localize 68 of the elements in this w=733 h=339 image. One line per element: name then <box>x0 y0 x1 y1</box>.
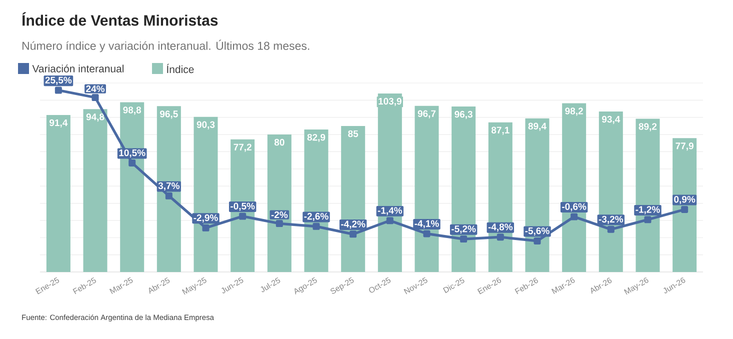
bar <box>562 103 586 272</box>
data-label: 96,5 <box>160 110 178 119</box>
point <box>534 237 541 244</box>
data-label: 94,8 <box>86 114 104 122</box>
data-label: 0,9% <box>674 196 696 204</box>
data-label: -0,5% <box>230 202 255 211</box>
data-label: 87,1 <box>491 126 510 135</box>
data-label: -1,2% <box>636 206 660 214</box>
point <box>460 236 468 243</box>
bar <box>378 93 402 272</box>
point <box>202 224 210 232</box>
legend-label: Variación interanual <box>32 64 124 72</box>
bar <box>46 114 70 272</box>
data-label: 96,3 <box>454 110 472 120</box>
data-label: -5,6% <box>525 227 550 236</box>
data-label: 25,5% <box>45 76 72 85</box>
chart-title: Índice de Ventas Minoristas <box>22 12 218 26</box>
point <box>644 216 652 224</box>
point <box>165 192 172 200</box>
data-label: 89,2 <box>638 123 657 132</box>
legend-label: Índice <box>166 64 194 74</box>
point <box>276 220 283 228</box>
data-label: 90,3 <box>196 121 215 130</box>
data-label: 98,8 <box>123 106 142 115</box>
data-label: 77,9 <box>676 142 694 151</box>
data-label: 85 <box>348 130 358 138</box>
point <box>607 226 614 233</box>
data-label: 96,7 <box>418 110 436 118</box>
data-label: -4,1% <box>414 220 439 228</box>
data-label: -4,8% <box>488 224 513 232</box>
data-label: -2,9% <box>194 214 218 222</box>
bar <box>414 106 439 272</box>
bar <box>267 134 292 272</box>
chart-subtitle: Número índice y variación interanual. Últimos 18 meses. <box>22 40 310 52</box>
data-label: 80 <box>274 138 284 146</box>
point <box>312 222 320 230</box>
data-label: 93,4 <box>602 116 620 124</box>
data-label: 10,5% <box>119 149 146 158</box>
data-label: -5,2% <box>452 226 476 234</box>
bar <box>120 102 144 272</box>
data-label: -2% <box>271 211 288 218</box>
data-label: -3,2% <box>598 216 624 224</box>
point <box>681 206 688 213</box>
data-label: 103,9 <box>378 98 402 106</box>
point <box>128 159 136 166</box>
point <box>386 217 394 224</box>
point <box>423 230 430 238</box>
point <box>239 212 246 220</box>
data-label: -0,6% <box>562 203 586 212</box>
data-label: -2,6% <box>304 212 328 222</box>
data-label: -1,4% <box>378 207 402 216</box>
point <box>496 234 504 241</box>
data-label: 89,4 <box>528 122 546 131</box>
data-label: 91,4 <box>50 119 68 128</box>
bar <box>156 106 181 272</box>
data-label: 77,2 <box>234 144 252 152</box>
data-label: 24% <box>86 85 105 92</box>
point <box>54 86 62 94</box>
point <box>350 230 357 238</box>
data-label: 82,9 <box>307 134 326 142</box>
bar <box>341 126 366 272</box>
point <box>570 213 578 220</box>
bar <box>83 109 108 272</box>
data-label: 3,7% <box>158 182 180 191</box>
data-label: -4,2% <box>341 220 366 229</box>
point <box>92 94 99 102</box>
bar <box>452 106 476 272</box>
data-label: 98,2 <box>565 108 583 116</box>
